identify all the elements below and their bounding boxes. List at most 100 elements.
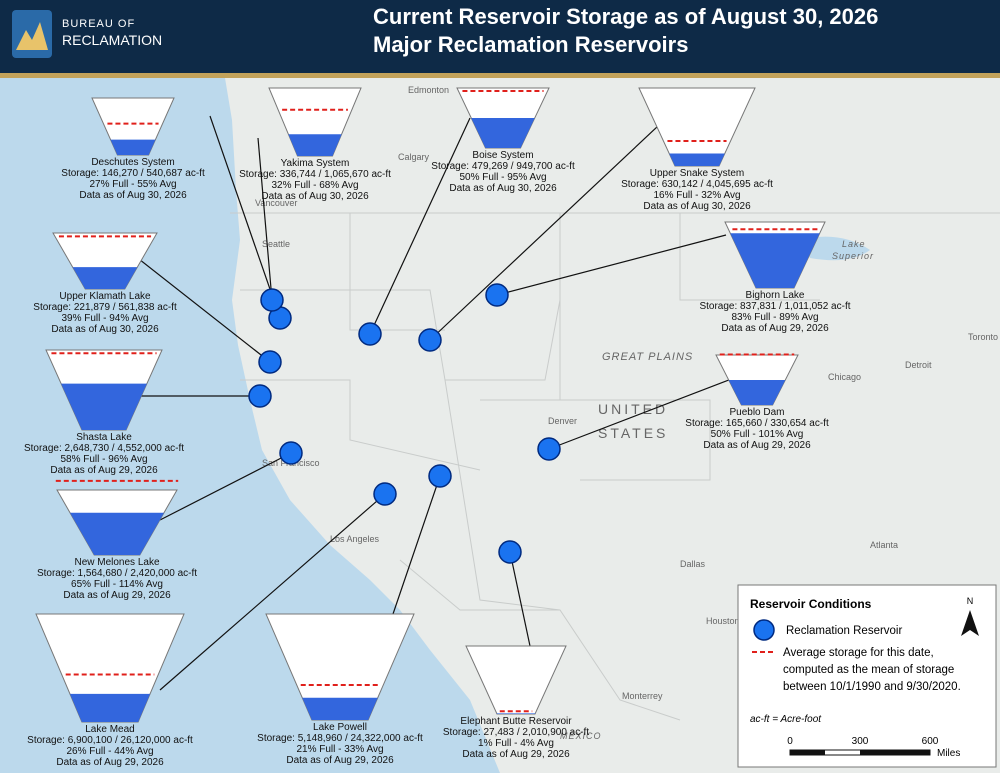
reservoir-name: Deschutes System: [91, 157, 174, 168]
storage-fill: [61, 383, 147, 430]
reservoir-storage: Storage: 479,269 / 949,700 ac-ft: [431, 161, 575, 172]
reservoir-date: Data as of Aug 30, 2026: [643, 201, 751, 212]
reservoir-marker: [537, 437, 561, 461]
scale-label: 0: [787, 736, 793, 747]
reservoir-marker: [279, 441, 303, 465]
legend: Reservoir Conditions Reclamation Reservo…: [737, 584, 997, 768]
leader-line: [548, 377, 735, 450]
storage-fill: [669, 153, 725, 166]
reservoir-date: Data as of Aug 29, 2026: [56, 757, 164, 768]
reservoir-name: Upper Snake System: [650, 168, 745, 179]
scale-label: 300: [852, 736, 869, 747]
map-label: MEXICO: [560, 731, 602, 741]
unit-note: ac-ft = Acre-foot: [750, 714, 822, 725]
title: Current Reservoir Storage as of August 3…: [373, 4, 878, 29]
scale-bar: [860, 750, 930, 755]
reservoir-marker: [258, 350, 282, 374]
map-label: Denver: [548, 416, 577, 426]
map-label: Detroit: [905, 360, 932, 370]
leader-line: [392, 475, 441, 615]
reservoir-marker: [428, 464, 452, 488]
scale-unit: Miles: [937, 748, 960, 759]
reservoir-status: 83% Full - 89% Avg: [731, 312, 818, 323]
north-arrow: [961, 610, 979, 636]
reservoir-storage: Storage: 27,483 / 2,010,900 ac-ft: [443, 727, 589, 738]
reservoir-status: 21% Full - 33% Avg: [296, 744, 383, 755]
reservoir-status: 32% Full - 68% Avg: [271, 180, 358, 191]
reservoir-status: 27% Full - 55% Avg: [89, 179, 176, 190]
legend-box: [737, 584, 997, 768]
storage-fill: [302, 697, 378, 720]
reservoir-storage: Storage: 165,660 / 330,654 ac-ft: [685, 418, 829, 429]
reservoir-storage: Storage: 6,900,100 / 26,120,000 ac-ft: [27, 735, 193, 746]
lake: [800, 236, 870, 261]
reservoir-name: Lake Powell: [313, 722, 367, 733]
map-label: Calgary: [398, 152, 430, 162]
reservoir-date: Data as of Aug 29, 2026: [286, 755, 394, 766]
reservoir-status: 16% Full - 32% Avg: [653, 190, 740, 201]
map-label: Atlanta: [870, 540, 898, 550]
reservoir-marker: [498, 540, 522, 564]
leader-lines: [129, 115, 735, 691]
logo-icon: [12, 10, 52, 58]
storage-fill: [69, 693, 151, 722]
map-label: STATES: [598, 425, 668, 441]
map-label: Seattle: [262, 239, 290, 249]
leader-line: [429, 125, 659, 341]
reservoir-date: Data as of Aug 29, 2026: [63, 590, 171, 601]
map-label: Lake: [842, 239, 866, 249]
reservoir-marker: [418, 328, 442, 352]
header-bar: [0, 0, 1000, 73]
legend-text: computed as the mean of storage: [783, 664, 954, 676]
storage-fill: [496, 713, 536, 714]
map-label: Houston: [706, 616, 740, 626]
reservoir-name: Bighorn Lake: [746, 290, 805, 301]
reservoir-marker: [373, 482, 397, 506]
map-label: Monterrey: [622, 691, 663, 701]
reservoir-status: 50% Full - 101% Avg: [711, 429, 804, 440]
reservoir-storage: Storage: 221,879 / 561,838 ac-ft: [33, 302, 177, 313]
legend-title: Reservoir Conditions: [750, 597, 872, 611]
logo-text: RECLAMATION: [62, 32, 162, 48]
scale-label: 600: [922, 736, 939, 747]
reservoir-name: Upper Klamath Lake: [59, 291, 151, 302]
reservoir-name: Lake Mead: [85, 724, 134, 735]
reservoir-status: 65% Full - 114% Avg: [71, 579, 163, 590]
storage-fill: [110, 139, 156, 155]
reservoir-name: Yakima System: [281, 158, 350, 169]
storage-fill: [728, 380, 786, 405]
reservoir-storage: Storage: 837,831 / 1,011,052 ac-ft: [699, 301, 850, 312]
storage-fill: [471, 118, 535, 148]
reservoir-date: Data as of Aug 30, 2026: [51, 324, 159, 335]
north-label: N: [967, 596, 974, 606]
reservoir-marker: [260, 288, 284, 312]
reservoir-date: Data as of Aug 30, 2026: [261, 191, 369, 202]
leader-line: [496, 234, 727, 296]
legend-marker: [753, 619, 775, 641]
reservoir-status: 26% Full - 44% Avg: [66, 746, 153, 757]
storage-fill: [70, 512, 164, 555]
header-stripe: [0, 73, 1000, 78]
map-label: GREAT PLAINS: [602, 351, 693, 363]
logo-icon-art: [16, 22, 48, 50]
legend-label: Reclamation Reservoir: [786, 625, 902, 637]
leader-line: [159, 493, 386, 691]
storage-fill: [72, 267, 138, 289]
reservoir-name: Elephant Butte Reservoir: [460, 716, 572, 727]
map-label: Edmonton: [408, 85, 449, 95]
reservoir-storage: Storage: 630,142 / 4,045,695 ac-ft: [621, 179, 773, 190]
reservoir-name: New Melones Lake: [74, 557, 159, 568]
storage-fill: [730, 233, 820, 288]
reservoir-marker: [485, 283, 509, 307]
reservoir-storage: Storage: 5,148,960 / 24,322,000 ac-ft: [257, 733, 423, 744]
reservoir-marker: [248, 384, 272, 408]
subtitle: Major Reclamation Reservoirs: [373, 32, 688, 57]
leader-line: [509, 551, 531, 647]
map-label: UNITED: [598, 401, 668, 417]
storage-fill: [288, 134, 342, 156]
leader-line: [129, 251, 271, 363]
reservoir-status: 58% Full - 96% Avg: [60, 454, 147, 465]
